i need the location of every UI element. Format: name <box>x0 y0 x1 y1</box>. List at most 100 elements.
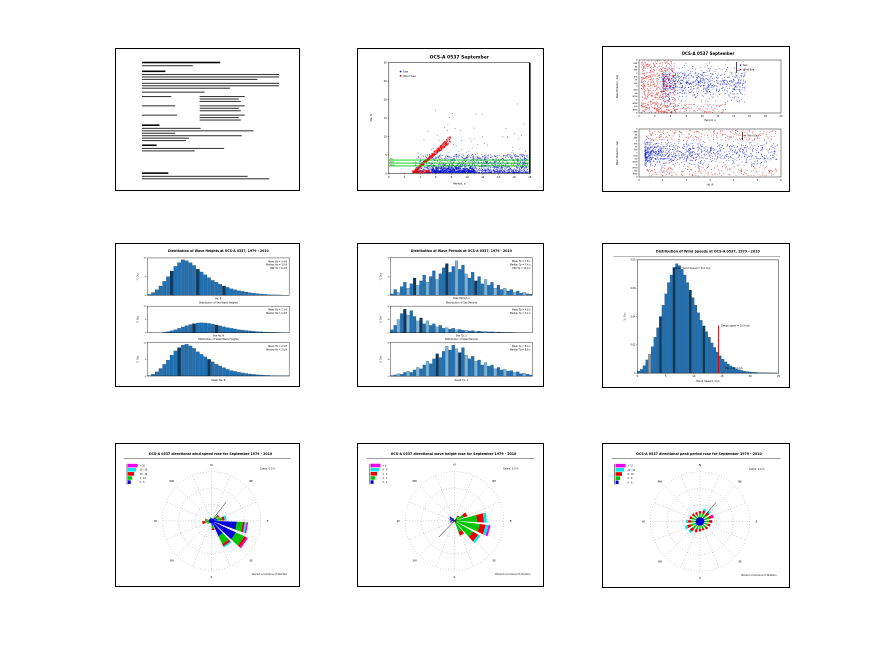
compass-label: NE <box>738 479 742 483</box>
text-line <box>141 147 225 149</box>
hist-bar <box>396 319 400 333</box>
rose-wedge <box>238 536 247 548</box>
hist-bar <box>429 363 433 377</box>
compass-tick: W <box>636 165 638 167</box>
hist-bar <box>214 364 219 377</box>
hist-bar <box>461 264 465 296</box>
rose-wedge <box>206 522 210 525</box>
hist-bar <box>419 317 423 333</box>
compass-tick: W <box>636 99 638 101</box>
x-tick: 25 <box>777 374 781 378</box>
subplot-title: Distribution of Swell Wave Heights <box>198 338 240 341</box>
hist-bar <box>184 325 189 333</box>
legend-marker <box>739 64 742 66</box>
rose-wedge <box>211 525 215 529</box>
text-line <box>141 150 195 152</box>
hist-bar <box>697 312 700 374</box>
rose-wedge <box>707 523 711 527</box>
rose-wedge <box>241 522 245 533</box>
compass-tick: NE <box>635 135 638 137</box>
hist-bar <box>203 274 208 296</box>
hist-bar <box>496 367 501 377</box>
text-line <box>141 91 205 93</box>
hist-bar <box>169 355 174 377</box>
x-tick: 14 <box>497 175 501 179</box>
rose-wedge <box>708 515 712 520</box>
hist-bar <box>713 347 717 374</box>
hist-bar <box>422 275 426 296</box>
panel-title: Distribution of Wave Heights at OCS-A 05… <box>168 249 270 253</box>
legend-swatch <box>127 467 137 472</box>
wind-speed-hist-svg: Distribution of Wind Speeds at OCS-A 053… <box>613 249 781 383</box>
text-line <box>141 135 242 137</box>
rose-wedge <box>205 521 209 524</box>
text-line <box>141 78 258 80</box>
hist-bar <box>493 368 497 377</box>
text-line <box>141 87 231 89</box>
x-tick: 20 <box>749 374 753 378</box>
panel-title: OCS-A 0537 directional peak period rose … <box>636 452 762 456</box>
hist-bar <box>467 330 471 333</box>
compass-label: S <box>454 575 456 579</box>
hist-bar <box>396 292 400 296</box>
x-tick: 16 <box>513 175 517 179</box>
hist-bar <box>445 346 449 377</box>
rose-wedge <box>691 513 696 517</box>
text-line <box>141 137 189 139</box>
hist-bar <box>445 327 449 333</box>
x-tick: 10 <box>701 115 705 118</box>
hist-bar <box>184 260 189 296</box>
hist-bar <box>705 331 708 374</box>
legend-label: Wind Sea <box>748 135 760 138</box>
hist-bar <box>461 347 465 377</box>
compass-tick: N <box>636 177 638 179</box>
compass-tick: SE <box>635 80 638 82</box>
hist-bar <box>214 324 219 333</box>
hist-bar <box>169 270 174 296</box>
compass-label: NW <box>170 479 175 483</box>
ref-line-label: Min <box>390 159 394 161</box>
legend-label: 15 - 20 <box>140 469 148 472</box>
rose-wedge <box>699 513 701 518</box>
stat-annotation: Mean Hs = 3.4 ft <box>268 260 287 263</box>
compass-tick: N <box>636 129 638 131</box>
panel-wind-rose: OCS-A 0537 directional wind speed rose f… <box>115 443 300 587</box>
legend-marker <box>739 68 742 71</box>
stat-annotation: Median Hs = 3.0 ft <box>266 264 287 267</box>
hist-bar <box>522 292 526 296</box>
legend-swatch <box>127 472 135 476</box>
compass-label: E <box>510 519 512 523</box>
x-tick: 0 <box>637 374 639 378</box>
hist-bar <box>745 371 749 374</box>
rose-wedge <box>210 516 212 519</box>
hist-bar <box>438 273 442 296</box>
hist-bar <box>480 283 484 296</box>
rose-wedge <box>206 519 210 521</box>
text-line <box>141 65 193 67</box>
rose-wedge <box>695 511 698 516</box>
rose-wedge <box>454 514 464 521</box>
polar-grid-ring <box>404 471 504 571</box>
hist-bar <box>480 364 484 377</box>
hist-bar <box>522 372 526 377</box>
x-tick: 6 <box>435 175 437 179</box>
y-axis-label: % Occ <box>137 355 140 363</box>
panel-direction-scatter: OCS-A 0537 September N NNE NE ENE E ESE SE SSE S S… <box>602 46 790 192</box>
hist-bar <box>199 354 204 377</box>
hist-bar <box>645 359 649 374</box>
hist-bar <box>222 326 226 333</box>
hist-bar <box>474 280 478 296</box>
hist-bar <box>445 263 449 296</box>
rose-wedge <box>231 532 245 546</box>
hist-bar <box>244 291 249 296</box>
hist-bar <box>409 283 413 296</box>
hist-bar <box>435 279 439 296</box>
compass-tick: E <box>636 141 638 143</box>
hist-bar <box>218 365 222 377</box>
compass-tick: N NW <box>633 174 638 176</box>
x-tick: 6 <box>670 115 672 118</box>
rose-wedge <box>690 522 696 527</box>
hist-bar <box>496 285 501 296</box>
calms-text: Calms: 0.0 % <box>260 468 276 471</box>
hist-bar <box>154 289 159 296</box>
